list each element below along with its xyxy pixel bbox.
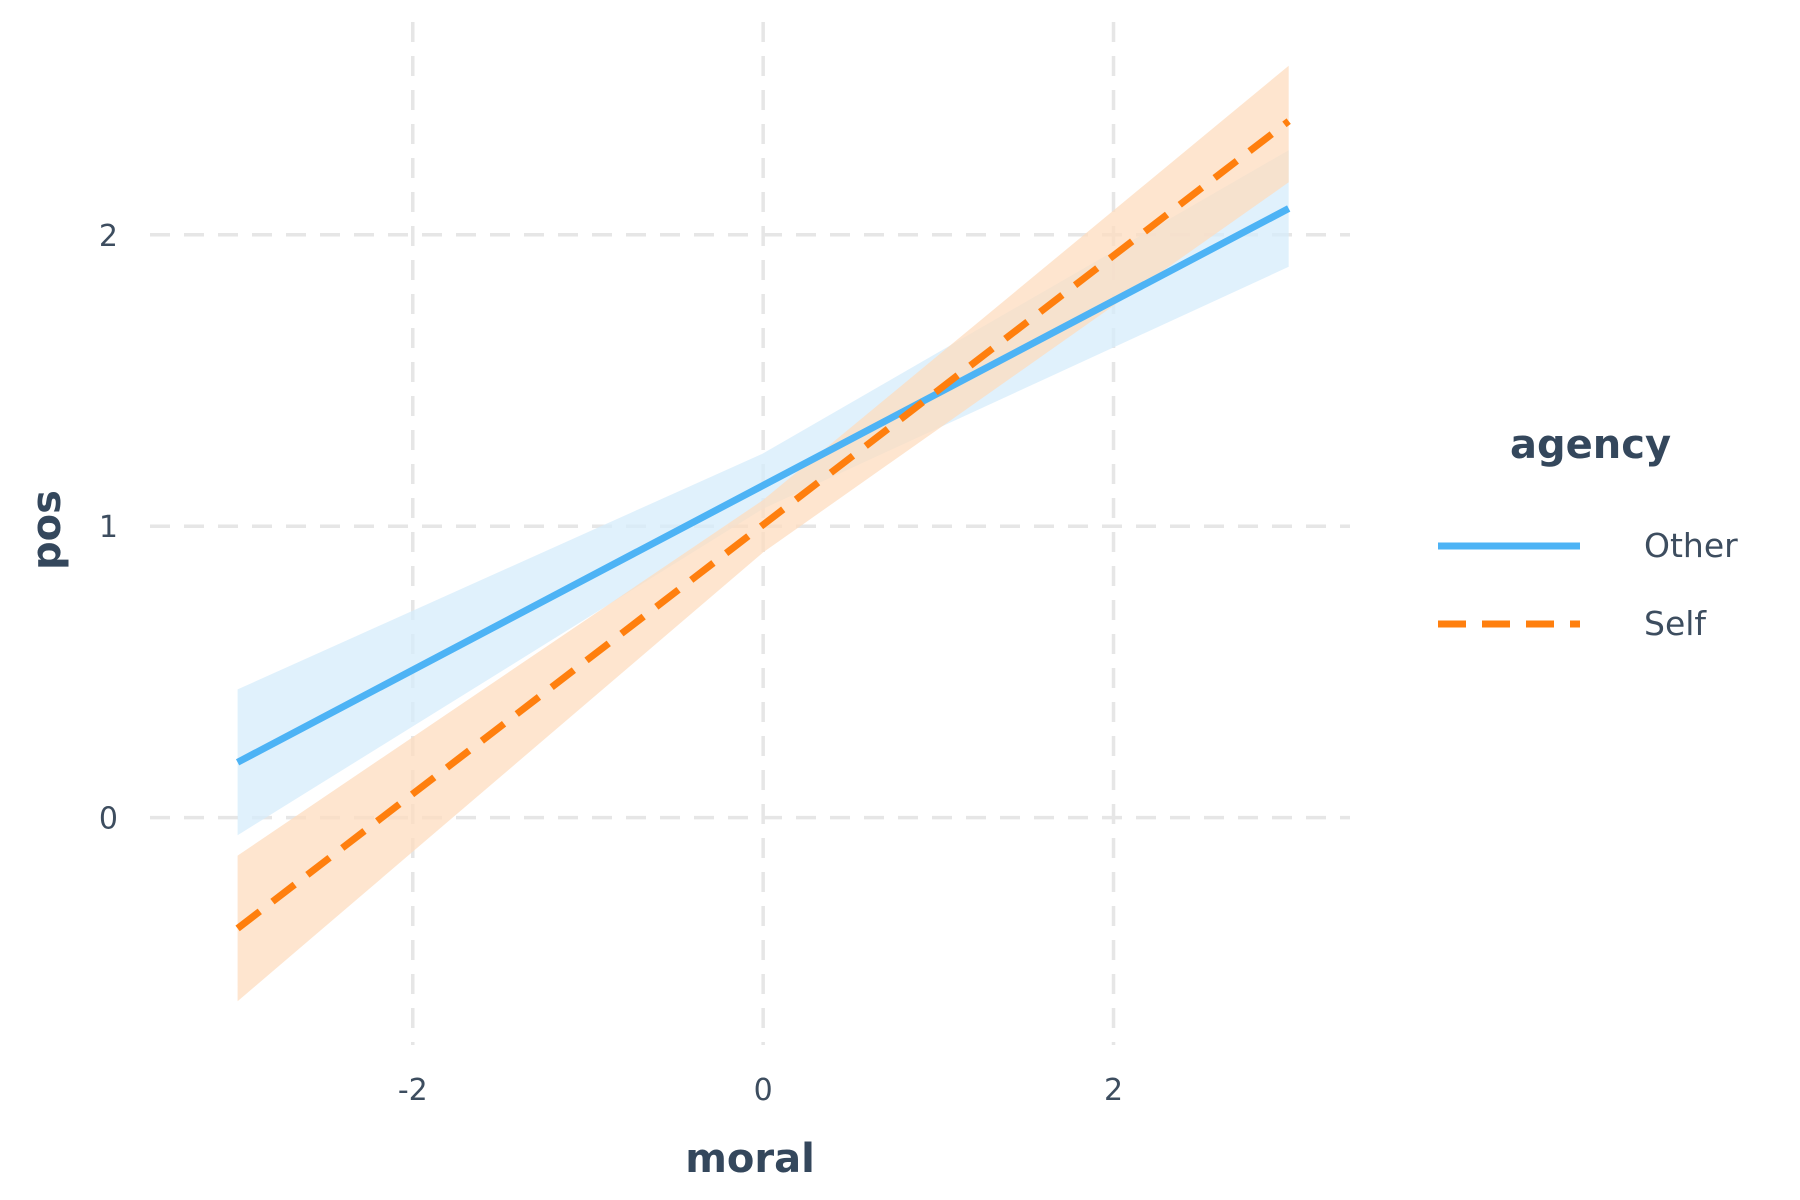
- tick-labels: -2 0 2 0 1 2: [99, 219, 1123, 1108]
- x-tick-label: 0: [754, 1073, 773, 1108]
- x-tick-label: 2: [1104, 1073, 1123, 1108]
- series-lines: [235, 118, 1291, 932]
- legend-label-other: Other: [1644, 526, 1738, 565]
- x-tick-label: -2: [398, 1073, 428, 1108]
- series-line-other: [235, 205, 1291, 766]
- y-tick-label: 0: [99, 802, 118, 837]
- legend: agency Other Self: [1438, 422, 1738, 643]
- series-line-self: [235, 118, 1291, 932]
- x-axis-title: moral: [685, 1136, 815, 1182]
- y-axis-title: pos: [24, 490, 70, 570]
- ci-band-self: [237, 65, 1289, 1002]
- y-tick-label: 2: [99, 219, 118, 254]
- legend-label-self: Self: [1644, 604, 1707, 643]
- legend-title: agency: [1510, 422, 1671, 468]
- y-tick-label: 1: [99, 510, 118, 545]
